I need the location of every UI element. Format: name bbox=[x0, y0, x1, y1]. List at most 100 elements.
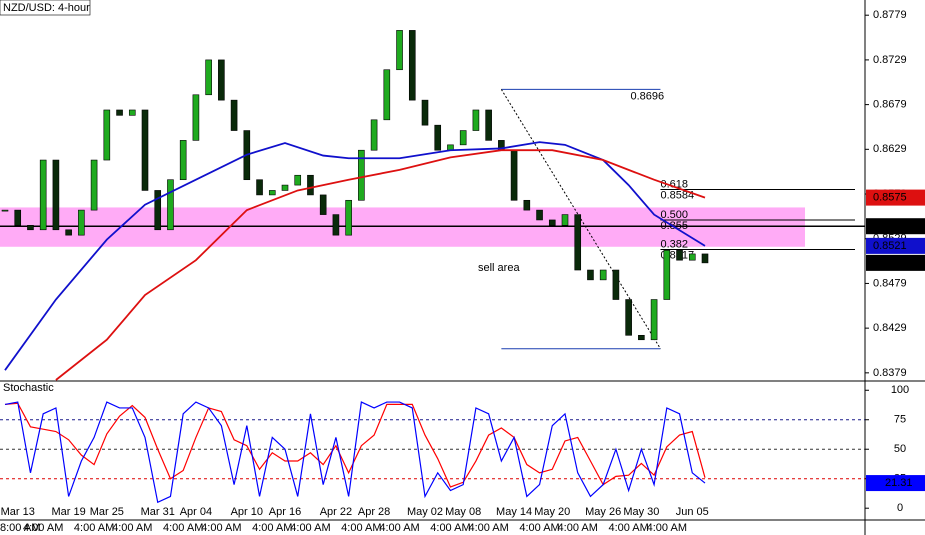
x-time-label: 4:00 AM bbox=[647, 522, 687, 534]
candle bbox=[65, 229, 72, 236]
candle bbox=[434, 124, 442, 151]
candle bbox=[370, 119, 378, 151]
x-time-label: 4:00 AM bbox=[74, 522, 114, 534]
chart-title: NZD/USD: 4-hour bbox=[3, 2, 90, 14]
candle bbox=[128, 109, 136, 116]
candle bbox=[307, 174, 314, 196]
candle bbox=[103, 109, 111, 161]
candle bbox=[281, 184, 289, 191]
candle bbox=[510, 149, 518, 201]
x-time-label: 4:00 AM bbox=[163, 522, 203, 534]
x-time-label: 4:00 AM bbox=[558, 522, 598, 534]
candle bbox=[688, 253, 696, 261]
x-tick-label: Mar 31 bbox=[141, 506, 175, 518]
candle bbox=[218, 59, 225, 101]
candle bbox=[294, 174, 302, 186]
candle bbox=[561, 214, 569, 226]
x-tick-label: Apr 16 bbox=[269, 506, 301, 518]
y-tick-label: 0.8629 bbox=[873, 143, 907, 155]
fib-ratio: 0.500 bbox=[660, 209, 688, 221]
candle bbox=[256, 179, 263, 196]
candle bbox=[27, 225, 34, 231]
candle bbox=[625, 299, 632, 336]
x-tick-label: May 14 bbox=[496, 506, 532, 518]
x-time-label: 4:00 AM bbox=[430, 522, 470, 534]
x-tick-label: May 02 bbox=[407, 506, 443, 518]
candle bbox=[52, 159, 60, 231]
stochastic-line bbox=[4, 402, 706, 488]
candle bbox=[574, 214, 582, 271]
candle bbox=[485, 109, 492, 141]
candle bbox=[587, 269, 594, 281]
candle bbox=[39, 159, 47, 231]
candle bbox=[701, 253, 709, 264]
value-badge-label: 21.31 bbox=[885, 477, 913, 489]
x-tick-label: May 26 bbox=[585, 506, 621, 518]
candle bbox=[116, 109, 123, 116]
x-tick-label: Mar 13 bbox=[1, 506, 35, 518]
x-time-label: 4:00 AM bbox=[468, 522, 508, 534]
x-tick-label: May 30 bbox=[623, 506, 659, 518]
x-time-label: 4:00 AM bbox=[201, 522, 241, 534]
candle bbox=[167, 179, 174, 231]
price-badge-label: 0.8543 bbox=[873, 220, 907, 232]
y-tick-label: 100 bbox=[891, 384, 909, 396]
candle bbox=[179, 140, 187, 181]
x-time-label: 4:00 AM bbox=[341, 522, 381, 534]
x-tick-label: Jun 05 bbox=[676, 506, 709, 518]
candle bbox=[345, 199, 352, 236]
fib-ratio: 0.382 bbox=[660, 238, 688, 250]
x-tick-label: Apr 22 bbox=[320, 506, 352, 518]
candle bbox=[676, 250, 683, 261]
price-badge bbox=[866, 237, 925, 254]
candle bbox=[650, 299, 658, 341]
x-time-label: 4:00 AM bbox=[23, 522, 63, 534]
price-badge bbox=[866, 189, 925, 206]
x-time-label: 4:00 AM bbox=[112, 522, 152, 534]
y-tick-label: 0.8379 bbox=[873, 367, 907, 379]
candle bbox=[141, 109, 149, 191]
x-tick-label: Apr 04 bbox=[180, 506, 212, 518]
candle bbox=[421, 99, 429, 126]
x-tick-label: Mar 25 bbox=[90, 506, 124, 518]
value-badge bbox=[866, 475, 925, 492]
x-tick-label: Apr 10 bbox=[231, 506, 263, 518]
candle bbox=[90, 159, 98, 211]
candle bbox=[472, 109, 480, 131]
candle bbox=[612, 269, 620, 300]
candle bbox=[358, 149, 365, 201]
x-tick-label: May 20 bbox=[534, 506, 570, 518]
candle bbox=[14, 209, 22, 226]
panel-title: Stochastic bbox=[3, 382, 54, 394]
candle bbox=[78, 209, 85, 236]
title-box bbox=[0, 0, 91, 16]
candle bbox=[192, 94, 200, 141]
x-time-label: 4:00 AM bbox=[379, 522, 419, 534]
candle bbox=[230, 99, 238, 131]
candle bbox=[332, 214, 340, 236]
candle bbox=[268, 190, 276, 196]
candle bbox=[548, 219, 556, 226]
candle bbox=[383, 69, 391, 121]
fib-high-label: 0.8696 bbox=[630, 90, 664, 102]
price-badge-label: 0.8502 bbox=[873, 257, 907, 269]
y-tick-label: 0.8679 bbox=[873, 99, 907, 111]
candle bbox=[523, 199, 531, 211]
x-tick-label: May 08 bbox=[445, 506, 481, 518]
y-tick-label: 0.8729 bbox=[873, 54, 907, 66]
y-tick-label: 75 bbox=[894, 414, 906, 426]
fib-price: 0.8584 bbox=[660, 189, 694, 201]
fib-ratio: 0.618 bbox=[660, 178, 688, 190]
y-tick-label: 0.8429 bbox=[873, 322, 907, 334]
y-tick-label: 0.8779 bbox=[873, 9, 907, 21]
candle bbox=[536, 209, 543, 221]
price-badge-label: 0.8521 bbox=[873, 240, 907, 252]
price-badge-label: 0.8575 bbox=[873, 192, 907, 204]
stochastic-line bbox=[4, 401, 706, 504]
candle bbox=[396, 30, 403, 71]
candle bbox=[638, 334, 645, 341]
y-tick-label: 50 bbox=[894, 443, 906, 455]
